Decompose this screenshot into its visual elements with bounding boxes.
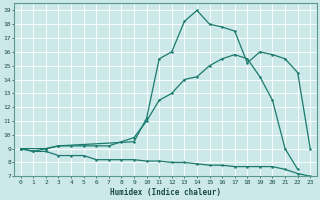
X-axis label: Humidex (Indice chaleur): Humidex (Indice chaleur): [110, 188, 221, 197]
